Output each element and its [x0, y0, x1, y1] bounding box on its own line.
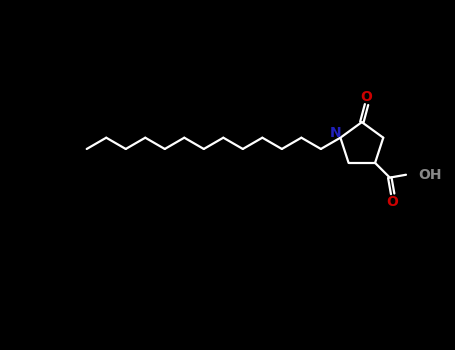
Text: O: O: [361, 90, 373, 104]
Text: OH: OH: [418, 168, 442, 182]
Text: N: N: [329, 126, 341, 140]
Text: O: O: [387, 195, 399, 209]
